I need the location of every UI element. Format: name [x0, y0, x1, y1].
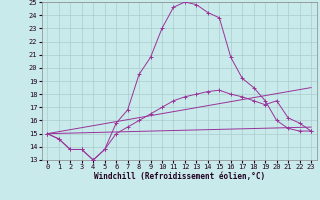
X-axis label: Windchill (Refroidissement éolien,°C): Windchill (Refroidissement éolien,°C) [94, 172, 265, 181]
